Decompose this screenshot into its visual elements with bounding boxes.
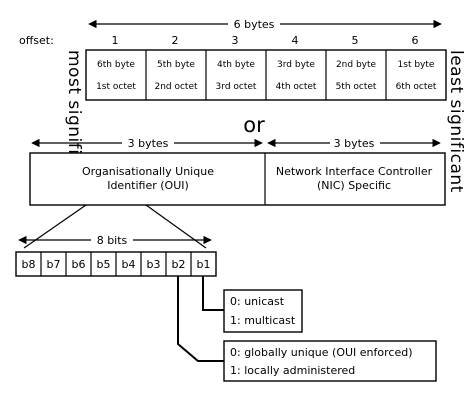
- expand-line-left: [23, 204, 87, 249]
- oui-span-label-bg: [122, 136, 174, 150]
- nic-line1: Network Interface Controller: [276, 165, 433, 178]
- or-label: or: [243, 113, 265, 137]
- bit-label: b1: [197, 258, 211, 271]
- expand-line-right: [145, 204, 207, 249]
- offset-number: 5: [352, 34, 359, 47]
- bit-label: b3: [147, 258, 161, 271]
- b1-legend-multicast: 1: multicast: [230, 314, 296, 327]
- byte-cell-byte: 5th byte: [157, 60, 195, 70]
- oui-span: 3 bytes: [31, 136, 263, 150]
- oui-line1: Organisationally Unique: [82, 165, 214, 178]
- offset-number: 4: [292, 34, 299, 47]
- bits-span-label: 8 bits: [97, 234, 128, 247]
- byte-cell-octet: 6th octet: [396, 82, 437, 92]
- bit-label: b2: [172, 258, 186, 271]
- byte-table: 6th byte 1st octet 5th byte 2nd octet 4t…: [85, 49, 447, 101]
- oui-nic-frame: [29, 152, 446, 206]
- offset-number: 2: [172, 34, 179, 47]
- oui-line2: Identifier (OUI): [107, 179, 189, 192]
- byte-cell-byte: 1st byte: [398, 60, 435, 70]
- oui-nic-row: Organisationally Unique Identifier (OUI)…: [29, 152, 446, 206]
- offset-number: 6: [412, 34, 419, 47]
- byte-cell-byte: 2nd byte: [336, 60, 377, 70]
- byte-cell-octet: 1st octet: [96, 82, 136, 92]
- offset-numbers: 1 2 3 4 5 6: [112, 34, 419, 47]
- byte-cell-byte: 3rd byte: [277, 60, 315, 70]
- b1-legend: 0: unicast 1: multicast: [223, 289, 303, 333]
- b2-connector: [177, 276, 224, 362]
- byte-cell-octet: 3rd octet: [216, 82, 257, 92]
- bit-label: b8: [22, 258, 36, 271]
- bit-label: b7: [47, 258, 61, 271]
- byte-cell-byte: 6th byte: [97, 60, 135, 70]
- bit-label: b5: [97, 258, 111, 271]
- offset-label: offset:: [19, 34, 54, 47]
- byte-cell-octet: 4th octet: [276, 82, 317, 92]
- b2-legend: 0: globally unique (OUI enforced) 1: loc…: [223, 340, 437, 382]
- bits-span-label-bg: [91, 233, 133, 247]
- nic-span: 3 bytes: [267, 136, 441, 150]
- bit-row: b8 b7 b6 b5 b4 b3 b2 b1: [15, 251, 217, 277]
- oui-span-label: 3 bytes: [128, 137, 169, 150]
- nic-span-label-bg: [330, 136, 380, 150]
- byte-cell-octet: 2nd octet: [154, 82, 198, 92]
- b2-legend-locally-administered: 1: locally administered: [230, 364, 355, 377]
- b1-connector: [202, 276, 224, 311]
- least-significant-label: least significant: [446, 50, 466, 193]
- nic-line2: (NIC) Specific: [317, 179, 391, 192]
- byte-cell-octet: 5th octet: [336, 82, 377, 92]
- byte-cell-byte: 4th byte: [217, 60, 255, 70]
- b1-legend-frame: [223, 289, 303, 333]
- six-bytes-label-bg: [228, 17, 280, 31]
- bit-label: b6: [72, 258, 86, 271]
- six-bytes-span: 6 bytes: [88, 17, 442, 31]
- bit-label: b4: [122, 258, 136, 271]
- six-bytes-label: 6 bytes: [234, 18, 275, 31]
- nic-span-label: 3 bytes: [334, 137, 375, 150]
- b2-legend-globally-unique: 0: globally unique (OUI enforced): [230, 346, 412, 359]
- b1-legend-unicast: 0: unicast: [230, 295, 285, 308]
- offset-number: 3: [232, 34, 239, 47]
- b2-legend-frame: [223, 340, 437, 382]
- offset-number: 1: [112, 34, 119, 47]
- bits-span: 8 bits: [18, 233, 212, 247]
